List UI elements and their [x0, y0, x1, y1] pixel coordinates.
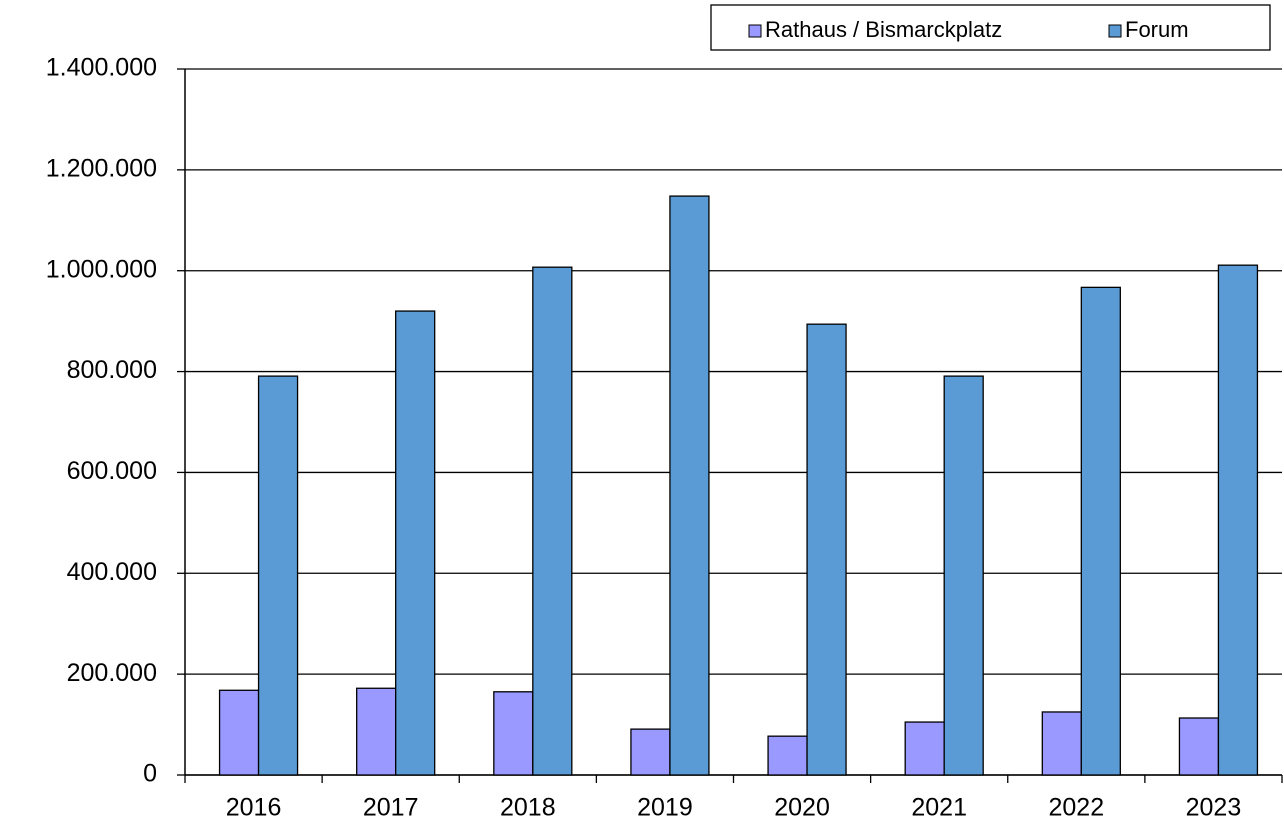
legend-label: Forum — [1125, 17, 1189, 42]
bar — [532, 266, 573, 776]
bar — [904, 721, 945, 776]
legend-box — [710, 4, 1271, 51]
x-tick-label: 2023 — [1186, 794, 1242, 822]
bar — [257, 375, 299, 776]
y-tick-label: 1.200.000 — [46, 154, 157, 182]
x-tick-label: 2017 — [363, 794, 419, 822]
y-tick-label: 400.000 — [67, 558, 157, 586]
x-tick-label: 2020 — [774, 794, 830, 822]
y-tick-label: 0 — [143, 760, 157, 788]
bar — [943, 375, 984, 776]
bar — [1041, 711, 1082, 776]
bar — [395, 310, 436, 776]
x-tick-label: 2016 — [226, 794, 282, 822]
x-tick-label: 2019 — [637, 794, 693, 822]
bar — [1080, 286, 1121, 776]
bar — [630, 728, 671, 776]
legend-swatch — [1108, 24, 1122, 38]
y-tick-label: 800.000 — [67, 356, 157, 384]
bar — [669, 195, 710, 776]
y-tick-label: 200.000 — [67, 659, 157, 687]
bar — [218, 689, 260, 776]
bar — [356, 687, 397, 776]
bar — [1217, 264, 1259, 776]
x-tick-label: 2021 — [911, 794, 967, 822]
bar — [806, 323, 847, 776]
bar — [493, 691, 534, 776]
bar — [1178, 717, 1220, 776]
x-tick-label: 2018 — [500, 794, 556, 822]
y-tick-label: 1.400.000 — [46, 54, 157, 82]
bar — [767, 735, 808, 776]
legend: Rathaus / Bismarckplatz Forum — [710, 4, 1271, 51]
y-tick-label: 1.000.000 — [46, 255, 157, 283]
x-tick-label: 2022 — [1049, 794, 1105, 822]
legend-swatch — [748, 24, 762, 38]
legend-label: Rathaus / Bismarckplatz — [765, 17, 1002, 42]
y-tick-label: 600.000 — [67, 457, 157, 485]
